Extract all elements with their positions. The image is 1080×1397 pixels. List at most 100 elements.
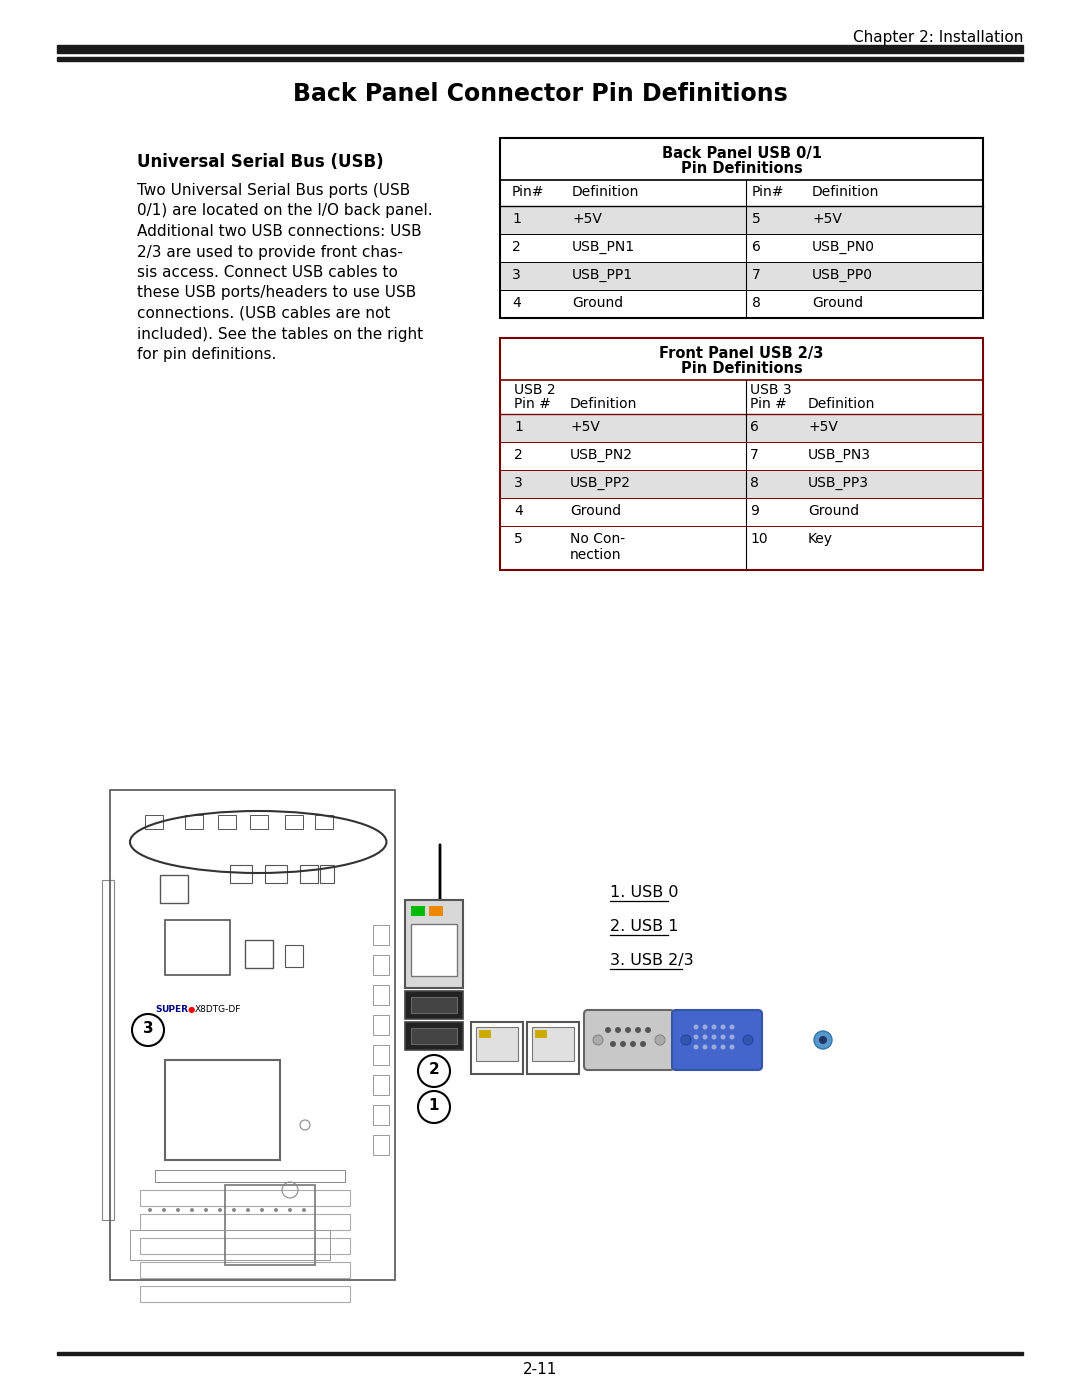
Bar bbox=[373, 1134, 389, 1155]
Bar bbox=[230, 865, 252, 883]
Bar bbox=[315, 814, 333, 828]
Text: Two Universal Serial Bus ports (USB: Two Universal Serial Bus ports (USB bbox=[137, 183, 410, 198]
Text: +5V: +5V bbox=[808, 420, 838, 434]
Bar bbox=[405, 900, 463, 988]
Text: 1: 1 bbox=[512, 212, 521, 226]
Bar bbox=[140, 1214, 350, 1229]
Circle shape bbox=[654, 1035, 665, 1045]
Bar bbox=[165, 1060, 280, 1160]
Bar bbox=[57, 45, 1023, 53]
Bar bbox=[285, 814, 303, 828]
Text: 8: 8 bbox=[752, 296, 761, 310]
Bar bbox=[501, 205, 982, 235]
Text: 4: 4 bbox=[514, 504, 523, 518]
Text: 3: 3 bbox=[143, 1021, 153, 1037]
Text: 2: 2 bbox=[514, 448, 523, 462]
Circle shape bbox=[260, 1208, 264, 1213]
Bar bbox=[373, 956, 389, 975]
Text: Pin Definitions: Pin Definitions bbox=[680, 161, 802, 176]
Text: Definition: Definition bbox=[570, 397, 637, 411]
Circle shape bbox=[274, 1208, 278, 1213]
Text: Chapter 2: Installation: Chapter 2: Installation bbox=[852, 29, 1023, 45]
Text: 10: 10 bbox=[750, 532, 768, 546]
Text: Ground: Ground bbox=[812, 296, 863, 310]
Circle shape bbox=[625, 1027, 631, 1032]
Bar bbox=[160, 875, 188, 902]
Bar bbox=[373, 1105, 389, 1125]
Bar bbox=[411, 1028, 457, 1044]
Bar bbox=[57, 1352, 1023, 1355]
Text: USB_PN3: USB_PN3 bbox=[808, 448, 870, 462]
Text: Ground: Ground bbox=[808, 504, 859, 518]
Text: +5V: +5V bbox=[812, 212, 842, 226]
Bar bbox=[476, 1027, 518, 1060]
Text: Definition: Definition bbox=[572, 184, 639, 198]
Bar bbox=[140, 1238, 350, 1255]
Text: 2/3 are used to provide front chas-: 2/3 are used to provide front chas- bbox=[137, 244, 403, 260]
Circle shape bbox=[640, 1041, 646, 1046]
Circle shape bbox=[162, 1208, 166, 1213]
Circle shape bbox=[693, 1045, 699, 1049]
Text: ●: ● bbox=[188, 1004, 195, 1014]
Circle shape bbox=[593, 1035, 603, 1045]
Bar bbox=[225, 1185, 315, 1266]
Bar bbox=[411, 923, 457, 977]
Circle shape bbox=[176, 1208, 180, 1213]
Text: UPER: UPER bbox=[161, 1004, 188, 1014]
Text: 6: 6 bbox=[750, 420, 759, 434]
Text: 3. USB 2/3: 3. USB 2/3 bbox=[610, 953, 693, 968]
Bar bbox=[411, 997, 457, 1013]
Bar bbox=[320, 865, 334, 883]
Bar bbox=[245, 940, 273, 968]
Text: 2-11: 2-11 bbox=[523, 1362, 557, 1377]
Text: Back Panel Connector Pin Definitions: Back Panel Connector Pin Definitions bbox=[293, 82, 787, 106]
Circle shape bbox=[605, 1027, 611, 1032]
Bar bbox=[527, 1023, 579, 1074]
Bar bbox=[405, 1023, 463, 1051]
Text: X8DTG-DF: X8DTG-DF bbox=[195, 1004, 241, 1014]
Circle shape bbox=[232, 1208, 237, 1213]
Text: 5: 5 bbox=[514, 532, 523, 546]
Circle shape bbox=[615, 1027, 621, 1032]
Text: sis access. Connect USB cables to: sis access. Connect USB cables to bbox=[137, 265, 397, 279]
Text: 7: 7 bbox=[750, 448, 759, 462]
Bar bbox=[429, 907, 443, 916]
Bar bbox=[500, 338, 983, 570]
Bar bbox=[140, 1190, 350, 1206]
Bar bbox=[218, 814, 237, 828]
Circle shape bbox=[814, 1031, 832, 1049]
Circle shape bbox=[204, 1208, 208, 1213]
Text: 3: 3 bbox=[512, 268, 521, 282]
FancyBboxPatch shape bbox=[584, 1010, 674, 1070]
Circle shape bbox=[148, 1208, 152, 1213]
Text: 9: 9 bbox=[750, 504, 759, 518]
Bar bbox=[110, 789, 395, 1280]
Circle shape bbox=[712, 1024, 716, 1030]
Text: 7: 7 bbox=[752, 268, 760, 282]
Text: 1. USB 0: 1. USB 0 bbox=[610, 886, 678, 900]
Bar bbox=[285, 944, 303, 967]
Circle shape bbox=[702, 1024, 707, 1030]
Text: 4: 4 bbox=[512, 296, 521, 310]
Circle shape bbox=[630, 1041, 636, 1046]
Text: USB_PN0: USB_PN0 bbox=[812, 240, 875, 254]
Text: Ground: Ground bbox=[570, 504, 621, 518]
Text: 8: 8 bbox=[750, 476, 759, 490]
Text: Pin Definitions: Pin Definitions bbox=[680, 360, 802, 376]
Text: Back Panel USB 0/1: Back Panel USB 0/1 bbox=[661, 147, 822, 161]
Text: USB_PP3: USB_PP3 bbox=[808, 476, 869, 490]
FancyBboxPatch shape bbox=[672, 1010, 762, 1070]
Bar bbox=[57, 57, 1023, 61]
Text: USB_PP0: USB_PP0 bbox=[812, 268, 873, 282]
Bar bbox=[501, 263, 982, 291]
Bar bbox=[373, 1016, 389, 1035]
Text: No Con-
nection: No Con- nection bbox=[570, 532, 625, 562]
Text: for pin definitions.: for pin definitions. bbox=[137, 346, 276, 362]
Text: 2: 2 bbox=[429, 1062, 440, 1077]
Circle shape bbox=[729, 1024, 734, 1030]
Text: Pin#: Pin# bbox=[512, 184, 544, 198]
Bar bbox=[249, 814, 268, 828]
Text: USB_PN2: USB_PN2 bbox=[570, 448, 633, 462]
Text: connections. (USB cables are not: connections. (USB cables are not bbox=[137, 306, 390, 321]
Bar bbox=[405, 990, 463, 1018]
